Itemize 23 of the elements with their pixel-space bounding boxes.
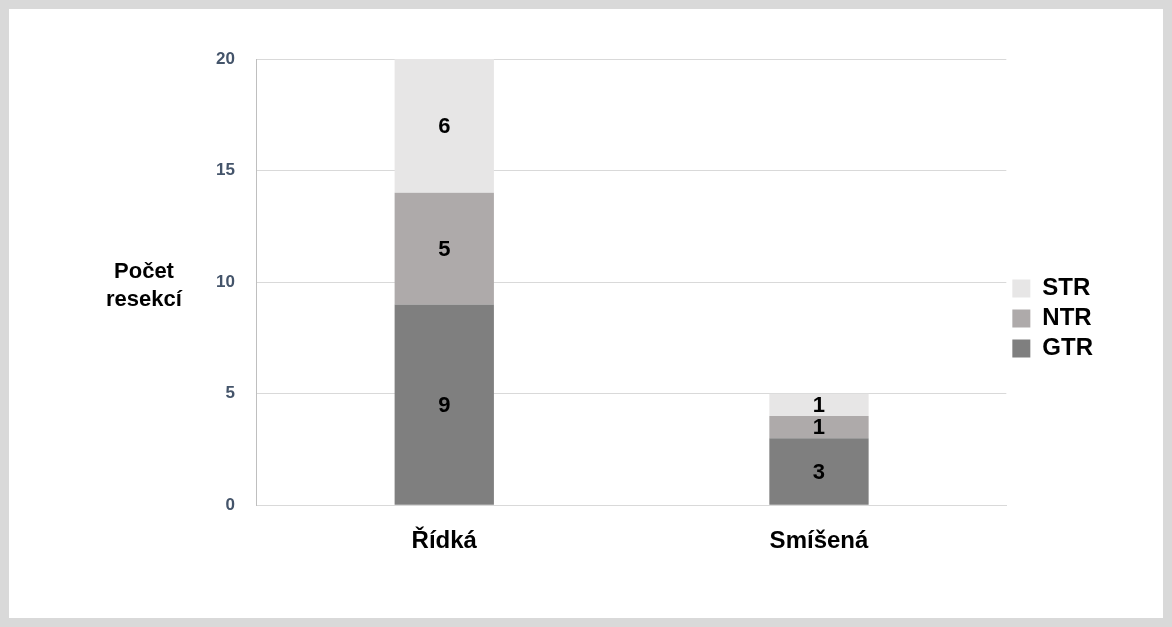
data-label: 1	[812, 414, 826, 440]
y-tick-label: 0	[225, 494, 235, 514]
data-label: 5	[438, 235, 451, 261]
bar	[394, 59, 494, 193]
y-tick-label: 10	[215, 271, 235, 291]
data-label: 1	[812, 391, 826, 417]
x-tick-label: Řídká	[411, 526, 478, 554]
legend-label: NTR	[1042, 303, 1092, 331]
legend-label: GTR	[1042, 333, 1094, 361]
data-label: 6	[438, 112, 451, 138]
data-label: 9	[438, 391, 451, 417]
y-tick-label: 5	[225, 383, 235, 403]
y-tick-label: 20	[215, 48, 235, 68]
legend-label: STR	[1042, 273, 1091, 301]
bar	[769, 438, 869, 505]
bar	[394, 304, 494, 505]
bar	[394, 192, 494, 305]
bar	[769, 415, 869, 439]
y-axis-title: Počet resekcí	[105, 257, 184, 313]
x-tick-label: Smíšená	[769, 526, 869, 554]
bar	[769, 393, 869, 416]
y-tick-label: 15	[215, 160, 235, 180]
data-label: 3	[812, 458, 826, 484]
